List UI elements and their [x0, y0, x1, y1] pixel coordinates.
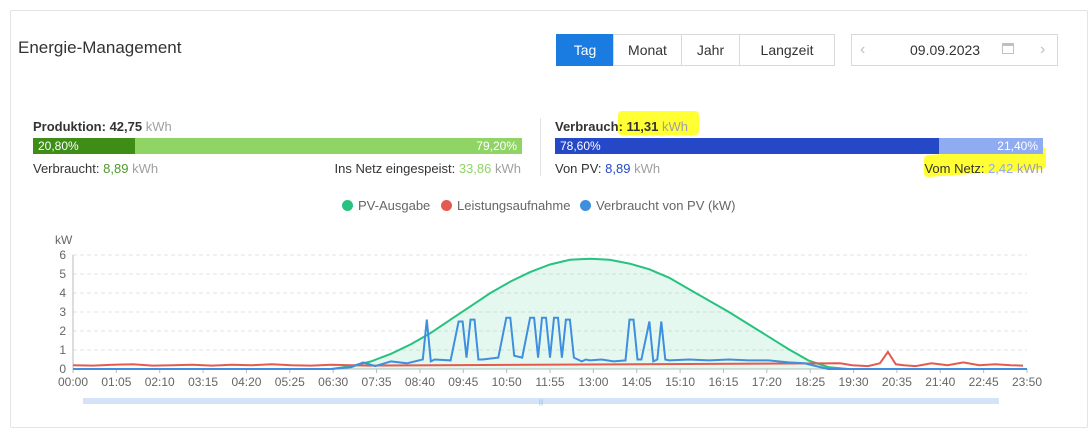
from-pv-label: Von PV: — [555, 161, 602, 176]
legend-load-label: Leistungsaufnahme — [457, 198, 571, 213]
legend-pv[interactable]: PV-Ausgabe — [342, 198, 430, 213]
x-tick-label: 21:40 — [925, 375, 955, 389]
from-pv-unit: kWh — [634, 161, 661, 176]
chevron-left-icon[interactable]: ‹ — [860, 41, 866, 58]
x-tick-label: 19:30 — [839, 375, 869, 389]
legend-selfuse[interactable]: Verbraucht von PV (kW) — [580, 198, 735, 213]
highlight-marker — [618, 111, 699, 135]
x-tick-label: 18:25 — [795, 375, 825, 389]
selfuse-series-line — [73, 316, 1027, 370]
production-consumed: Verbraucht: 8,89 kWh — [33, 161, 158, 176]
calendar-icon[interactable] — [1002, 43, 1014, 54]
energy-panel — [10, 10, 1088, 428]
production-summary: Produktion: 42,75 kWh — [33, 119, 172, 134]
consumed-unit: kWh — [132, 161, 159, 176]
from-pv-value: 8,89 — [605, 161, 631, 176]
production-fed-in: Ins Netz eingespeist: 33,86 kWh — [335, 161, 521, 176]
consumption-summary: Verbrauch: 11,31 kWh — [555, 119, 688, 134]
consumed-label: Verbraucht: — [33, 161, 100, 176]
legend-selfuse-label: Verbraucht von PV (kW) — [596, 198, 736, 213]
divider — [540, 118, 541, 176]
slider-handle-icon[interactable]: ||| — [539, 400, 544, 406]
consumption-bar-from-pv — [555, 138, 939, 154]
x-tick-label: 07:35 — [362, 375, 392, 389]
fed-label: Ins Netz eingespeist: — [334, 161, 456, 176]
from-grid-unit: kWh — [1017, 161, 1043, 176]
consumed-value: 8,89 — [103, 161, 129, 176]
x-tick-label: 22:45 — [969, 375, 999, 389]
consumption-bar-left-label: 78,60% — [560, 139, 601, 153]
y-tick-label: 0 — [59, 362, 66, 376]
legend-pv-label: PV-Ausgabe — [358, 198, 431, 213]
y-tick-label: 1 — [59, 343, 66, 357]
from-grid-label: Vom Netz: — [924, 161, 985, 176]
selfuse-legend-dot — [580, 200, 591, 211]
x-tick-label: 15:10 — [665, 375, 695, 389]
production-value: 42,75 — [109, 119, 143, 134]
pv-series-line — [331, 257, 849, 370]
x-tick-label: 13:00 — [578, 375, 608, 389]
x-tick-label: 05:25 — [275, 375, 305, 389]
production-bar-left-label: 20,80% — [38, 139, 79, 153]
consumption-bar: 78,60% 21,40% — [555, 138, 1043, 154]
chevron-right-icon[interactable]: › — [1040, 41, 1046, 58]
x-tick-label: 17:20 — [752, 375, 782, 389]
from-grid-value: 2,42 — [988, 161, 1014, 176]
pv-legend-dot — [342, 200, 353, 211]
fed-value: 33,86 — [458, 161, 492, 176]
consumption-value: 11,31 — [626, 119, 659, 134]
y-tick-label: 6 — [59, 248, 66, 262]
y-axis-unit: kW — [55, 233, 73, 247]
tab-tag[interactable]: Tag — [556, 34, 614, 66]
load-legend-dot — [441, 200, 452, 211]
x-tick-label: 03:15 — [188, 375, 218, 389]
x-tick-label: 01:05 — [101, 375, 131, 389]
x-tick-label: 02:10 — [145, 375, 175, 389]
page-title: Energie-Management — [18, 38, 182, 57]
tab-monat[interactable]: Monat — [613, 34, 682, 66]
pv-area — [331, 258, 849, 369]
date-value[interactable]: 09.09.2023 — [910, 42, 981, 58]
consumption-bar-right-label: 21,40% — [997, 139, 1038, 153]
zoom-slider[interactable] — [83, 398, 999, 404]
x-tick-label: 04:20 — [231, 375, 261, 389]
production-label: Produktion: — [33, 119, 106, 134]
x-tick-label: 14:05 — [622, 375, 652, 389]
x-tick-label: 23:50 — [1012, 375, 1042, 389]
production-bar-self-used — [33, 138, 135, 154]
fed-unit: kWh — [495, 161, 521, 176]
x-tick-label: 11:55 — [535, 375, 564, 389]
y-tick-label: 2 — [59, 324, 66, 338]
x-tick-label: 09:45 — [448, 375, 478, 389]
legend-load[interactable]: Leistungsaufnahme — [441, 198, 570, 213]
x-tick-label: 08:40 — [405, 375, 435, 389]
y-tick-label: 4 — [59, 286, 66, 300]
consumption-from-pv: Von PV: 8,89 kWh — [555, 161, 660, 176]
tab-langzeit[interactable]: Langzeit — [739, 34, 835, 66]
x-tick-label: 06:30 — [318, 375, 348, 389]
consumption-unit: kWh — [662, 119, 688, 134]
x-tick-label: 10:50 — [492, 375, 522, 389]
x-tick-label: 16:15 — [708, 375, 738, 389]
production-bar: 20,80% 79,20% — [33, 138, 522, 154]
production-bar-right-label: 79,20% — [476, 139, 517, 153]
production-unit: kWh — [145, 119, 172, 134]
x-tick-label: 00:00 — [58, 375, 88, 389]
consumption-from-grid: Vom Netz: 2,42 kWh — [924, 161, 1043, 176]
consumption-label: Verbrauch: — [555, 119, 623, 134]
y-tick-label: 3 — [59, 305, 66, 319]
x-tick-label: 20:35 — [882, 375, 912, 389]
y-tick-label: 5 — [59, 267, 66, 281]
date-picker[interactable]: ‹ 09.09.2023 › — [851, 34, 1058, 66]
